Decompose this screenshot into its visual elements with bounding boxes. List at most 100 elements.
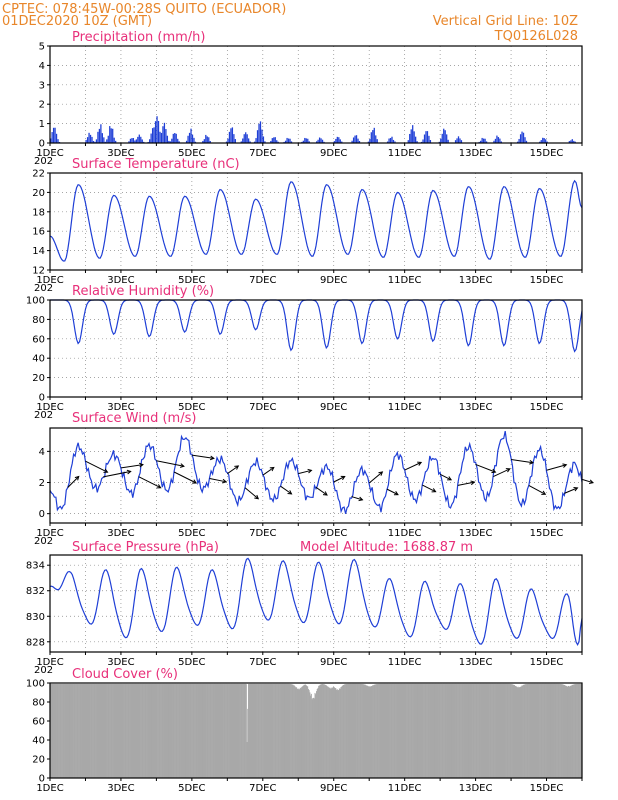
cloud-cover-bar: [412, 683, 414, 778]
precip-bar: [98, 128, 101, 143]
cloud-cover-bar: [321, 684, 323, 778]
cloud-cover-bar: [319, 684, 321, 778]
cloud-cover-bar: [259, 683, 261, 778]
precip-bar: [335, 138, 337, 143]
cloud-cover-bar: [72, 683, 74, 778]
cloud-cover-bar: [478, 683, 480, 778]
wind-vector: [262, 467, 275, 476]
precip-bar: [358, 141, 361, 143]
cloud-cover-bar: [392, 683, 394, 778]
precip-bar: [392, 139, 395, 143]
precip-bar: [493, 140, 495, 143]
cloud-cover-bar: [337, 690, 339, 778]
cloud-cover-bar: [77, 683, 79, 778]
cloud-cover-bar: [83, 683, 86, 778]
cloud-cover-bar: [268, 683, 270, 778]
cloud-cover-bar: [309, 692, 311, 778]
cloud-cover-bar: [108, 683, 110, 778]
cloud-cover-bar: [397, 683, 399, 778]
cloud-cover-bar: [304, 684, 306, 778]
cloud-cover-bar: [329, 687, 331, 778]
precip-panel: 0 1 2 3 4 5 1DEC 3DEC 5DEC 7DEC 9DEC 11DEC 13DEC 15DE…: [34, 42, 583, 167]
cloud-cover-bar: [186, 683, 188, 778]
cloud-cover-bar: [522, 685, 524, 778]
precip-bar: [109, 126, 111, 143]
precip-bar: [103, 137, 105, 143]
cloud-cover-bar: [548, 683, 550, 778]
cloud-cover-bar: [220, 683, 222, 778]
cloud-cover-bar: [128, 683, 130, 778]
cloud-cover-bar: [368, 686, 370, 778]
pressure-title: Surface Pressure (hPa): [72, 540, 219, 555]
humidity-xtick-label: 5DEC: [178, 402, 205, 413]
cloud-cover-bar: [506, 683, 508, 778]
cloud-cover-bar: [140, 683, 142, 778]
cloud-cover-bar: [365, 685, 367, 778]
cloud-cover-bar: [573, 684, 575, 778]
cloud-cover-bar: [199, 683, 201, 778]
cloud-cover-bar: [503, 683, 505, 778]
precip-bar: [208, 137, 210, 143]
cloud-cover-bar: [287, 683, 289, 778]
precip-bar: [240, 141, 242, 143]
cloud-cover-bar: [527, 683, 529, 778]
cloud-cover-bar: [393, 683, 395, 778]
cloud-xtick-label: 1DEC: [36, 783, 63, 794]
cloud-cover-bar: [74, 683, 76, 778]
cloud-cover-bar: [52, 683, 54, 778]
cloud-cover-bar: [103, 683, 105, 778]
cloud-cover-bar: [516, 687, 519, 778]
pressure-xtick-label: 11DEC: [388, 657, 422, 668]
cloud-cover-bar: [555, 683, 557, 778]
humidity-panel: 0 20 40 60 80 100 1DEC 3DEC 5DEC 7DEC 9DEC 11DEC 13D…: [26, 296, 583, 421]
cloud-cover-bar: [293, 685, 295, 778]
cloud-cover-bar: [493, 683, 495, 778]
cloud-cover-bar: [457, 683, 459, 778]
cloud-cover-bar: [347, 683, 349, 778]
precip-bar: [412, 125, 414, 143]
wind-vector: [510, 458, 534, 464]
cloud-cover-bar: [523, 684, 525, 778]
precip-bar: [289, 138, 291, 143]
cloud-cover-bar: [63, 683, 65, 778]
cloud-cover-bar: [206, 683, 208, 778]
cloud-cover-bar: [526, 684, 528, 778]
cloud-cover-bar: [406, 683, 408, 778]
humidity-frame: [49, 299, 583, 398]
cloud-cover-bar: [519, 686, 521, 778]
cloud-cover-bar: [412, 683, 414, 778]
cloud-cover-bar: [205, 683, 207, 778]
cloud-cover-bar: [205, 683, 207, 778]
cloud-cover-bar: [318, 685, 320, 778]
cloud-cover-bar: [468, 683, 470, 778]
humidity-ytick-label: 60: [32, 334, 45, 345]
precip-bar: [134, 140, 136, 143]
precip-bar: [163, 122, 166, 143]
cloud-cover-bar: [214, 683, 216, 778]
wind-title: Surface Wind (m/s): [72, 411, 196, 426]
cloud-cover-bar: [531, 683, 533, 778]
cloud-cover-bar: [444, 683, 446, 778]
cloud-cover-bar: [102, 683, 104, 778]
cloud-ytick-label: 0: [39, 774, 45, 785]
cloud-cover-bar: [432, 683, 434, 778]
precip-bar: [246, 134, 248, 143]
cloud-cover-bar: [137, 683, 139, 778]
cloud-cover-bar: [573, 684, 575, 778]
cloud-cover-bar: [579, 683, 581, 778]
precip-bar: [540, 140, 542, 143]
precip-bar: [499, 138, 501, 143]
temp-xtick-label: 3DEC: [107, 275, 134, 286]
cloud-cover-bar: [257, 683, 259, 778]
cloud-cover-bar: [123, 683, 125, 778]
cloud-cover-bar: [150, 683, 152, 778]
cloud-cover-bar: [106, 683, 108, 778]
cloud-cover-bar: [423, 683, 425, 778]
cloud-cover-bar: [136, 683, 138, 778]
cloud-cover-bar: [471, 683, 473, 778]
precip-bar: [52, 127, 55, 143]
precip-bar: [188, 132, 191, 143]
precip-bar: [497, 137, 500, 143]
precip-bar: [352, 137, 355, 143]
wind-vector: [280, 485, 292, 495]
